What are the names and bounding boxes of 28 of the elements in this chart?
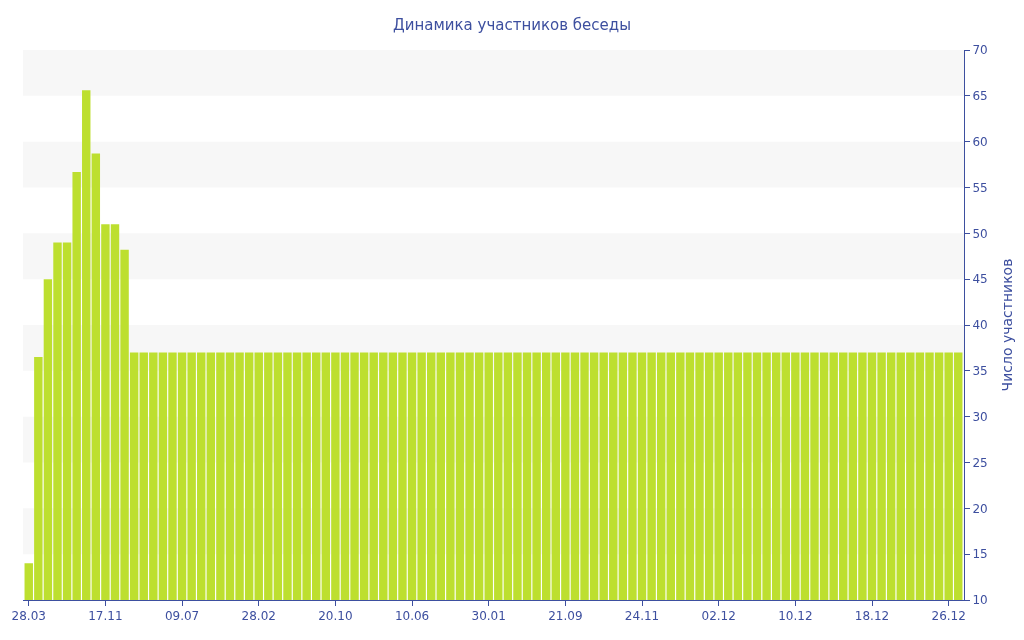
x-tick-label: 30.01: [471, 609, 506, 624]
y2-tick-label: 65: [972, 89, 988, 104]
y2-tick-label: 60: [972, 134, 988, 149]
chart-title: Динамика участников беседы: [392, 15, 632, 34]
y2-tick-label: 55: [972, 180, 988, 195]
y2-tick-label: 70: [972, 43, 988, 58]
x-tick-label: 10.06: [394, 609, 430, 624]
y2-axis-title: Число участников: [998, 258, 1015, 392]
y2-tick-label: 35: [972, 364, 988, 379]
y2-tick-label: 45: [972, 272, 988, 287]
x-tick-label: 02.12: [701, 609, 736, 624]
y2-tick-label: 15: [972, 547, 988, 562]
y2-tick-label: 30: [972, 409, 988, 424]
x-tick-label: 10.12: [778, 609, 813, 624]
x-tick-label: 17.11: [88, 609, 123, 624]
x-tick-label: 24.11: [624, 609, 660, 624]
y2-tick-label: 25: [972, 455, 988, 470]
x-tick-label: 28.02: [241, 609, 276, 624]
x-tick-label: 18.12: [854, 609, 890, 624]
y2-tick-label: 20: [972, 501, 988, 516]
x-tick-label: 20.10: [318, 609, 353, 624]
y2-tick-label: 10: [972, 593, 988, 608]
y2-tick-label: 40: [972, 318, 988, 333]
y2-tick-label: 50: [972, 226, 988, 241]
x-tick-label: 26.12: [931, 609, 966, 624]
x-tick-label: 28.03: [11, 609, 46, 624]
x-tick-label: 21.09: [548, 609, 583, 624]
x-tick-label: 09.07: [164, 609, 200, 624]
